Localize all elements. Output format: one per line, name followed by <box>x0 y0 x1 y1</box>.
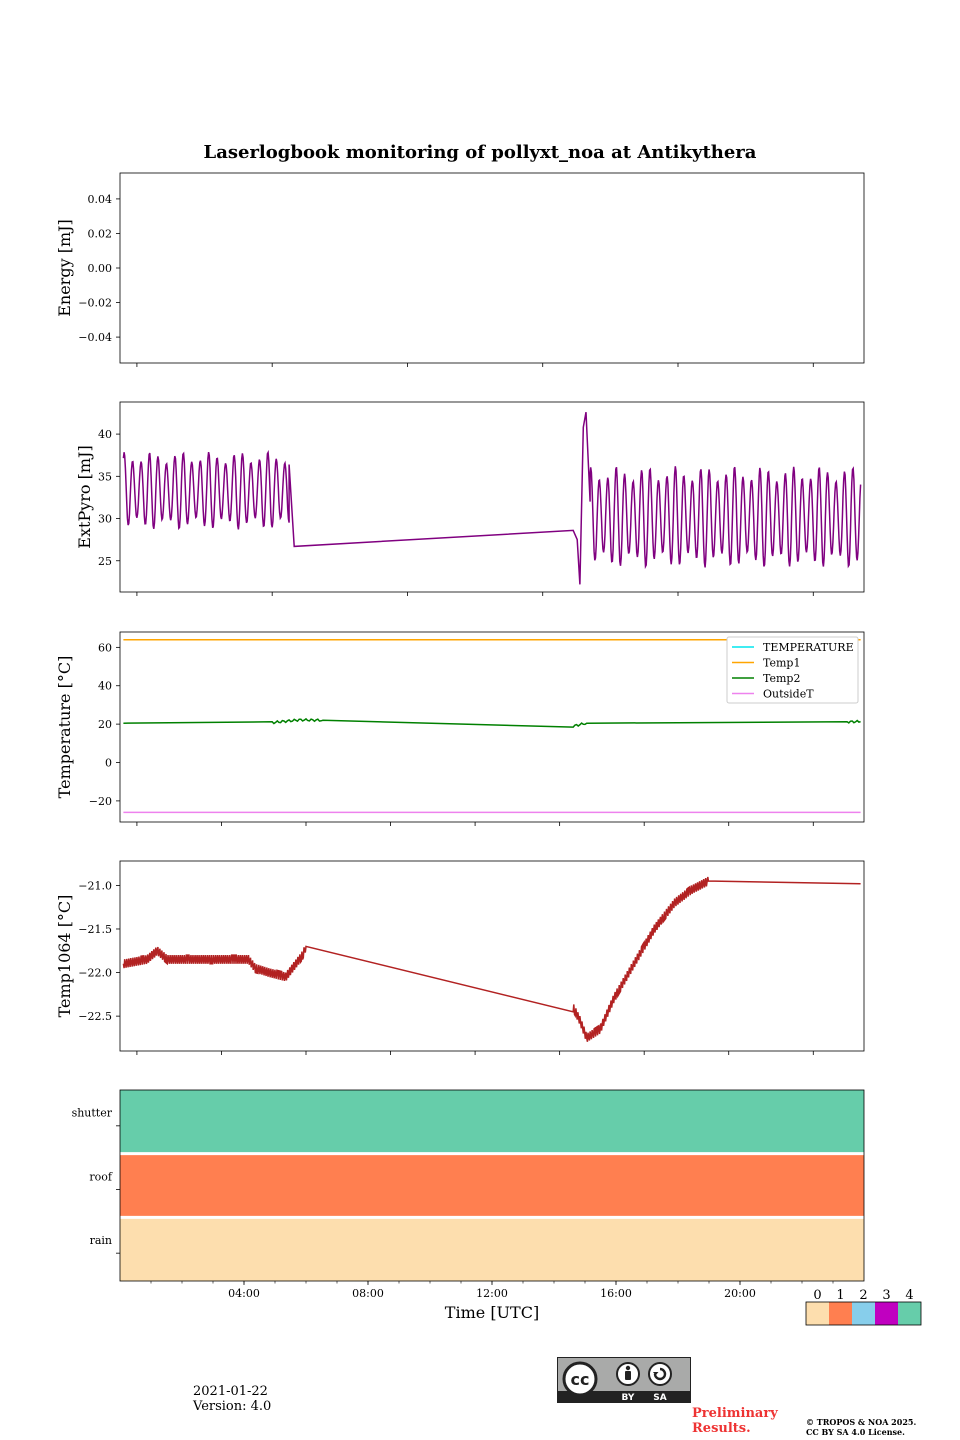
y-tick-label: 30 <box>98 513 112 526</box>
x-tick-label: 08:00 <box>352 1287 384 1300</box>
preliminary-line-2: Results. <box>692 1421 751 1436</box>
colorbar-frame <box>805 1301 922 1326</box>
status-panel: shutter roof rain 04:00 08:00 12:00 16:00 20:00… <box>72 1089 922 1326</box>
copyright-note: © TROPOS & NOA 2025. CC BY SA 4.0 Licens… <box>806 1417 916 1437</box>
y-axis-label: Temperature [°C] <box>55 656 74 799</box>
colorbar-label: 3 <box>882 1288 890 1303</box>
plot-frame <box>119 401 865 593</box>
row-label: shutter <box>72 1107 113 1120</box>
colorbar-swatch <box>806 1302 829 1325</box>
status-row-shutter <box>120 1090 864 1154</box>
y-tick-label: 35 <box>98 470 112 483</box>
colorbar-label: 2 <box>859 1288 867 1303</box>
colorbar-swatch <box>898 1302 921 1325</box>
legend: TEMPERATURE Temp1 Temp2 OutsideT <box>726 636 859 704</box>
status-row-roof <box>120 1153 864 1218</box>
series-line-line <box>122 876 861 1042</box>
series-line-temp2 <box>123 717 861 728</box>
y-tick-label: −22.5 <box>78 1010 112 1023</box>
row-label: rain <box>90 1234 112 1247</box>
y-tick-label: 0.04 <box>88 193 113 206</box>
cc-symbol: cc <box>571 1370 590 1389</box>
y-tick-label: 40 <box>98 680 112 693</box>
y-tick-label: 0.00 <box>88 262 113 275</box>
series-group <box>122 876 861 1042</box>
colorbar-swatch <box>875 1302 898 1325</box>
cc-license-logo: cc BY SA <box>557 1357 691 1403</box>
y-tick-label: −0.02 <box>78 297 112 310</box>
y-tick-label: 20 <box>98 718 112 731</box>
footer-version: Version: 4.0 <box>193 1399 272 1414</box>
copyright-line-1: © TROPOS & NOA 2025. <box>806 1417 917 1427</box>
x-tick-label: 20:00 <box>724 1287 756 1300</box>
y-axis-label: Energy [mJ] <box>55 219 74 317</box>
copyright-line-2: CC BY SA 4.0 License. <box>806 1427 905 1437</box>
y-tick-label: 0.02 <box>88 227 113 240</box>
y-tick-label: 60 <box>98 641 112 654</box>
x-axis-label: Time [UTC] <box>445 1303 539 1322</box>
y-axis-label: Temp1064 [°C] <box>55 895 74 1018</box>
colorbar-swatch <box>829 1302 852 1325</box>
y-tick-label: −0.04 <box>78 331 112 344</box>
cc-by-label: BY <box>622 1393 635 1402</box>
panel-3: 60 40 20 0 −20 Temperature [°C] TEMPERATURE Tem… <box>55 631 865 826</box>
plot-frame <box>119 860 865 1052</box>
preliminary-line-1: Preliminary <box>692 1406 778 1421</box>
chart-title: Laserlogbook monitoring of pollyxt_noa a… <box>204 142 757 163</box>
colorbar-label: 1 <box>836 1288 844 1303</box>
y-tick-label: −22.0 <box>78 967 112 980</box>
plot-frame <box>119 172 865 364</box>
x-tick-label: 04:00 <box>228 1287 260 1300</box>
x-tick-label: 12:00 <box>476 1287 508 1300</box>
legend-box <box>726 636 859 704</box>
y-tick-label: 0 <box>105 757 112 770</box>
y-axis-label: ExtPyro [mJ] <box>75 445 94 548</box>
plot-frame <box>119 631 865 823</box>
legend-entry: OutsideT <box>763 688 814 701</box>
colorbar-label: 0 <box>813 1288 821 1303</box>
legend-entry: Temp1 <box>763 657 800 670</box>
cc-license-graphic: cc BY SA <box>558 1361 690 1402</box>
y-tick-label: 25 <box>98 555 112 568</box>
y-tick-label: −21.0 <box>78 879 112 892</box>
y-tick-label: −20 <box>89 795 112 808</box>
legend-entry: Temp2 <box>763 672 800 685</box>
panel-2: 40 35 30 25 ExtPyro [mJ] <box>75 401 865 596</box>
y-tick-label: 40 <box>98 428 112 441</box>
y-tick-label: −21.5 <box>78 923 112 936</box>
cc-sa-label: SA <box>653 1393 666 1402</box>
x-tick-label: 16:00 <box>600 1287 632 1300</box>
legend-entry: TEMPERATURE <box>763 641 854 654</box>
colorbar-label: 4 <box>905 1288 913 1303</box>
panel-1: 0.04 0.02 0.00 −0.02 −0.04 Energy [mJ] <box>55 172 865 367</box>
footer-date-block: 2021-01-22 Version: 4.0 <box>193 1384 271 1414</box>
row-label: roof <box>89 1170 113 1183</box>
cc-sa-icon <box>648 1362 672 1386</box>
status-row-rain <box>120 1217 864 1281</box>
colorbar-swatch <box>852 1302 875 1325</box>
footer-date: 2021-01-22 <box>193 1384 268 1399</box>
series-line-line <box>122 411 862 585</box>
preliminary-note: Preliminary Results. <box>692 1406 778 1436</box>
panel-4: −21.0 −21.5 −22.0 −22.5 Temp1064 [°C] <box>55 860 865 1055</box>
series-group <box>122 411 862 585</box>
